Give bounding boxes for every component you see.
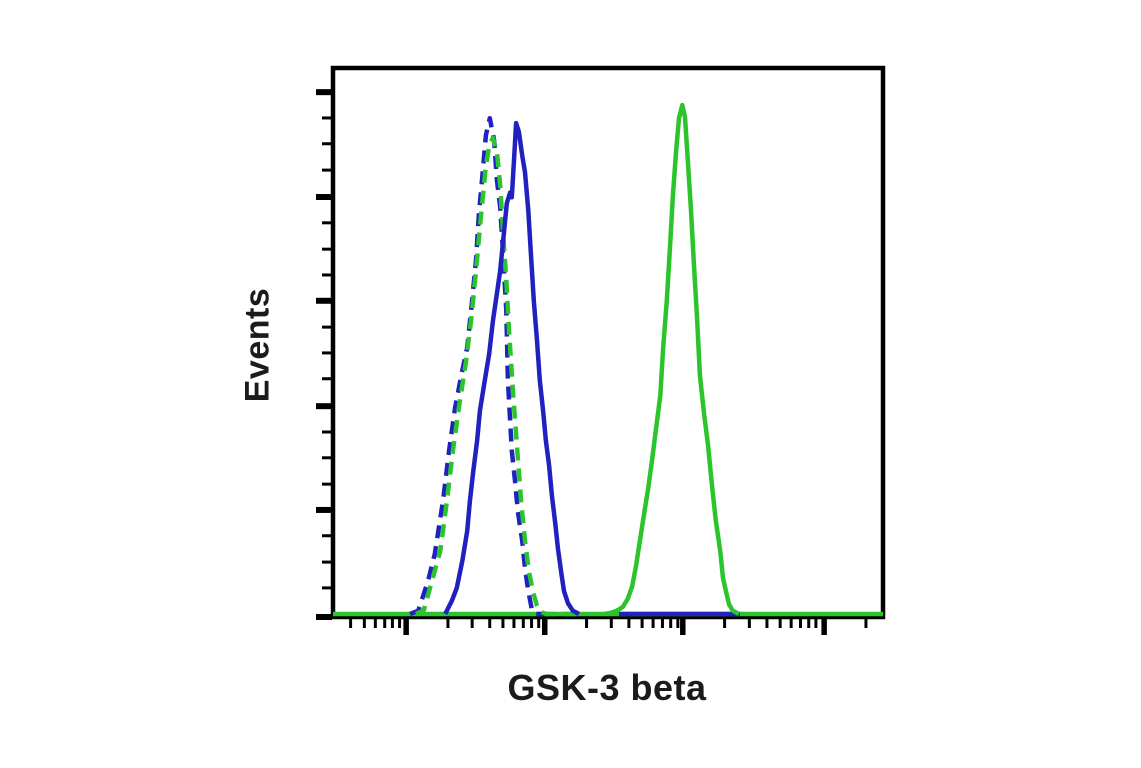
x-axis-ticks (349, 618, 868, 635)
y-axis-ticks (316, 89, 332, 620)
blue-dashed-histogram-curve (409, 115, 545, 617)
green-solid-histogram-curve (603, 102, 740, 617)
x-axis-label: GSK-3 beta (507, 667, 707, 708)
blue-solid-histogram-curve (443, 120, 580, 616)
green-dashed-histogram-curve (415, 135, 575, 617)
y-axis-label: Events (238, 287, 277, 403)
plot-frame (330, 65, 886, 620)
